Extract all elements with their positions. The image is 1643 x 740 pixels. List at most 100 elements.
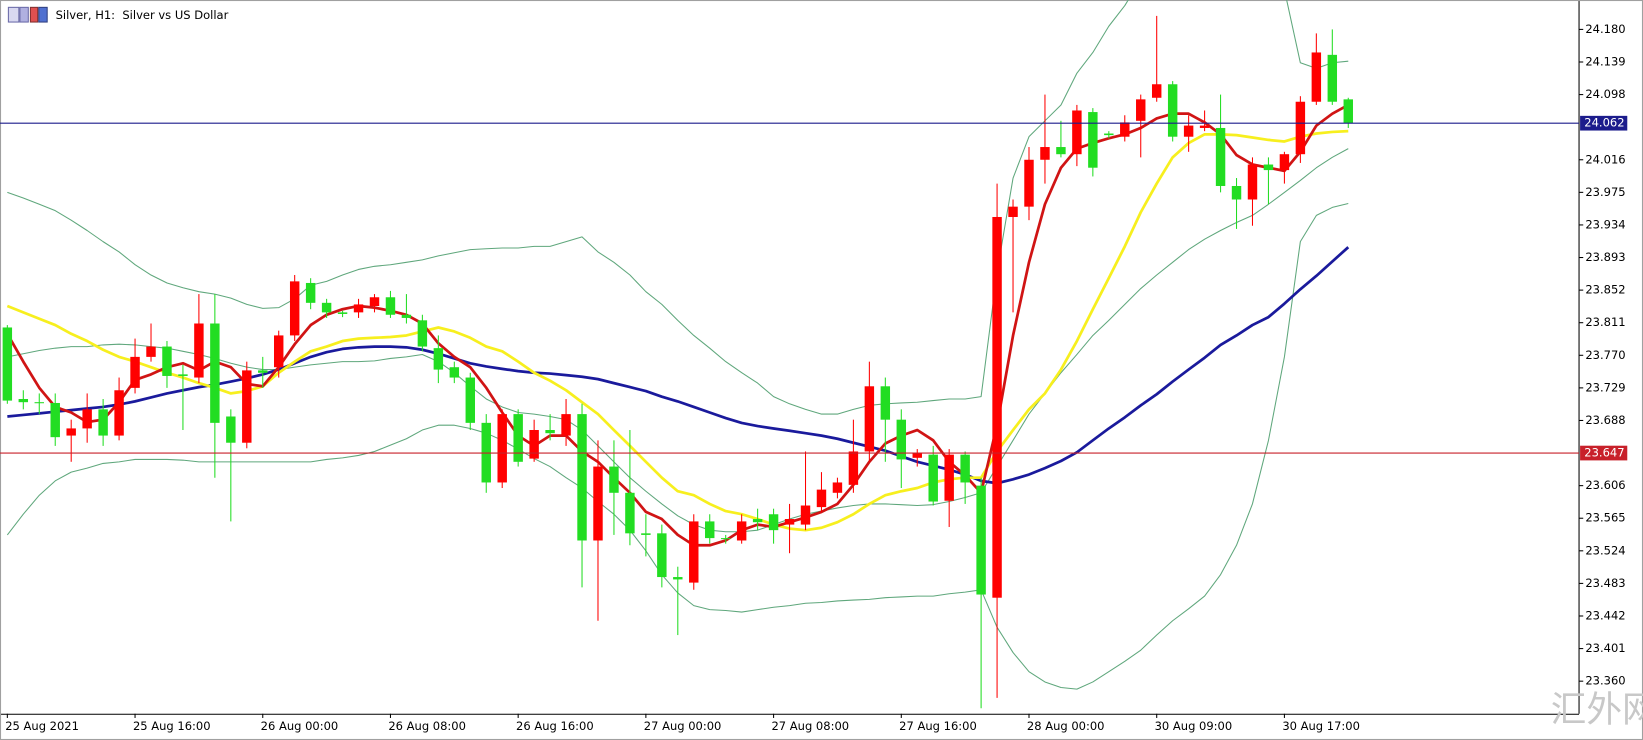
candle-body [162, 346, 172, 376]
y-tick-label: 24.139 [1585, 54, 1625, 68]
candle-body [194, 323, 204, 378]
candle-body [625, 492, 635, 534]
x-tick-label: 27 Aug 16:00 [899, 719, 977, 733]
y-tick-label: 23.483 [1585, 576, 1625, 590]
candle-body [752, 519, 763, 523]
candle-body [401, 314, 412, 318]
candle-body [960, 454, 970, 483]
candle-body [98, 409, 108, 436]
candle-body [497, 414, 507, 483]
x-tick-label: 26 Aug 00:00 [261, 719, 339, 733]
candle-body [1215, 127, 1226, 186]
candle-body [705, 521, 715, 539]
candle-body [800, 505, 811, 525]
candle-body [1199, 125, 1210, 128]
candle-body [305, 282, 316, 303]
candle-body [736, 521, 747, 541]
x-tick-label: 30 Aug 09:00 [1155, 719, 1233, 733]
candle-body [1088, 112, 1098, 168]
x-tick-label: 26 Aug 16:00 [516, 719, 594, 733]
candle-body [864, 386, 875, 452]
candle-body [577, 414, 587, 541]
candle-body [114, 390, 124, 436]
candle-body [689, 521, 699, 583]
candle-body [1072, 110, 1082, 155]
candle-body [1008, 206, 1018, 217]
x-tick-label: 27 Aug 08:00 [771, 719, 849, 733]
price-label: 24.062 [1584, 116, 1624, 130]
candle-body [1295, 101, 1306, 155]
candle-body [641, 533, 651, 535]
candle-body [226, 416, 236, 443]
candle-body [513, 414, 523, 462]
candle-body [912, 453, 922, 458]
candle-body [321, 302, 332, 313]
y-tick-label: 23.688 [1585, 413, 1625, 427]
y-tick-label: 24.016 [1585, 152, 1625, 166]
candle-body [449, 367, 460, 378]
y-tick-label: 23.852 [1585, 283, 1625, 297]
candle-body [369, 297, 380, 307]
candle-body [1231, 185, 1242, 200]
y-tick-label: 23.893 [1585, 250, 1625, 264]
candle-body [880, 386, 891, 420]
y-tick-label: 24.098 [1585, 87, 1625, 101]
x-tick-label: 30 Aug 17:00 [1282, 719, 1360, 733]
candle-body [561, 414, 571, 436]
indicator-line [7, 246, 1350, 485]
x-tick-label: 25 Aug 16:00 [133, 719, 211, 733]
price-label-box [1580, 445, 1628, 461]
candle-body [1167, 84, 1178, 137]
indicator-line [7, 148, 1349, 533]
candle-body [1263, 164, 1274, 171]
candle-body [657, 533, 667, 578]
candle-body [1151, 84, 1162, 98]
candle-body [146, 346, 156, 357]
candle-body [992, 216, 1002, 598]
y-tick-label: 23.401 [1585, 641, 1625, 655]
y-tick-label: 23.770 [1585, 348, 1625, 362]
candle-body [545, 430, 555, 434]
candle-body [2, 327, 13, 401]
chart-title: Silver, H1: Silver vs US Dollar [56, 8, 229, 22]
candle-body [768, 514, 779, 531]
candle-body [210, 323, 220, 423]
candle-body [609, 466, 619, 493]
candle-body [673, 577, 683, 580]
candle-body [1311, 52, 1322, 102]
candle-body [353, 304, 364, 313]
candle-body [258, 370, 268, 373]
candle-body [1104, 133, 1114, 136]
candle-body [1247, 164, 1258, 200]
watermark: 汇外网 [1551, 690, 1643, 731]
candle-body [816, 489, 827, 508]
y-tick-label: 24.180 [1585, 22, 1625, 36]
candle-body [289, 281, 300, 336]
candle-body [944, 454, 954, 501]
candle-body [928, 454, 938, 502]
x-tick-label: 25 Aug 2021 [5, 719, 79, 733]
price-label: 23.647 [1584, 446, 1624, 460]
candle-body [433, 348, 444, 370]
candle-body [1279, 154, 1290, 171]
candle-body [18, 399, 29, 403]
candle-body [976, 485, 986, 595]
y-tick-label: 23.975 [1585, 185, 1625, 199]
y-tick-label: 23.606 [1585, 478, 1625, 492]
candle-body [1327, 54, 1338, 102]
candle-body [1040, 147, 1050, 160]
y-tick-label: 23.524 [1585, 543, 1625, 557]
y-tick-label: 23.934 [1585, 217, 1625, 231]
y-tick-label: 23.729 [1585, 380, 1625, 394]
y-tick-label: 23.565 [1585, 511, 1625, 525]
candle-body [593, 466, 603, 541]
candle-body [50, 402, 60, 438]
x-tick-label: 28 Aug 00:00 [1027, 719, 1105, 733]
candle-body [529, 430, 539, 459]
candle-body [1024, 159, 1034, 207]
plot-area [2, 0, 1353, 709]
candle-body [1183, 125, 1194, 137]
